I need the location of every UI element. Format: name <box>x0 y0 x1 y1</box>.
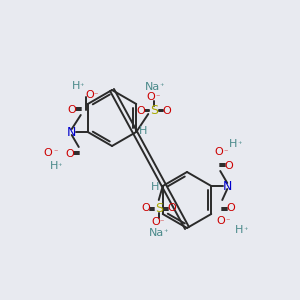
Text: O: O <box>227 203 236 213</box>
Text: ⁺: ⁺ <box>164 229 168 238</box>
Text: ⁺: ⁺ <box>237 140 242 148</box>
Text: O: O <box>163 106 172 116</box>
Text: O: O <box>65 149 74 159</box>
Text: S: S <box>150 104 158 118</box>
Text: O: O <box>147 92 156 102</box>
Text: ⁺: ⁺ <box>159 82 164 91</box>
Text: N: N <box>223 179 232 193</box>
Text: Na: Na <box>149 228 164 238</box>
Text: H: H <box>229 139 237 149</box>
Text: O: O <box>85 90 94 100</box>
Text: ⁻: ⁻ <box>160 218 164 226</box>
Text: H: H <box>139 126 148 136</box>
Text: O: O <box>68 105 76 115</box>
Text: S: S <box>155 202 163 214</box>
Text: ⁺: ⁺ <box>80 82 84 91</box>
Text: O: O <box>215 147 224 157</box>
Text: H: H <box>50 161 58 171</box>
Text: ⁻: ⁻ <box>223 148 227 157</box>
Text: ⁺: ⁺ <box>243 226 248 235</box>
Text: H: H <box>72 81 80 91</box>
Text: O: O <box>141 203 150 213</box>
Text: O: O <box>167 203 176 213</box>
Text: H: H <box>151 182 160 192</box>
Text: O: O <box>137 106 146 116</box>
Text: O: O <box>217 216 226 226</box>
Text: N: N <box>67 125 76 139</box>
Text: ⁻: ⁻ <box>54 148 58 157</box>
Text: H: H <box>235 225 243 235</box>
Text: O: O <box>44 148 52 158</box>
Text: O: O <box>152 217 160 227</box>
Text: ⁻: ⁻ <box>155 92 159 101</box>
Text: Na: Na <box>145 82 160 92</box>
Text: ⁻: ⁻ <box>225 217 230 226</box>
Text: ⁻: ⁻ <box>94 91 98 100</box>
Text: O: O <box>225 161 234 171</box>
Text: ⁺: ⁺ <box>58 161 62 170</box>
